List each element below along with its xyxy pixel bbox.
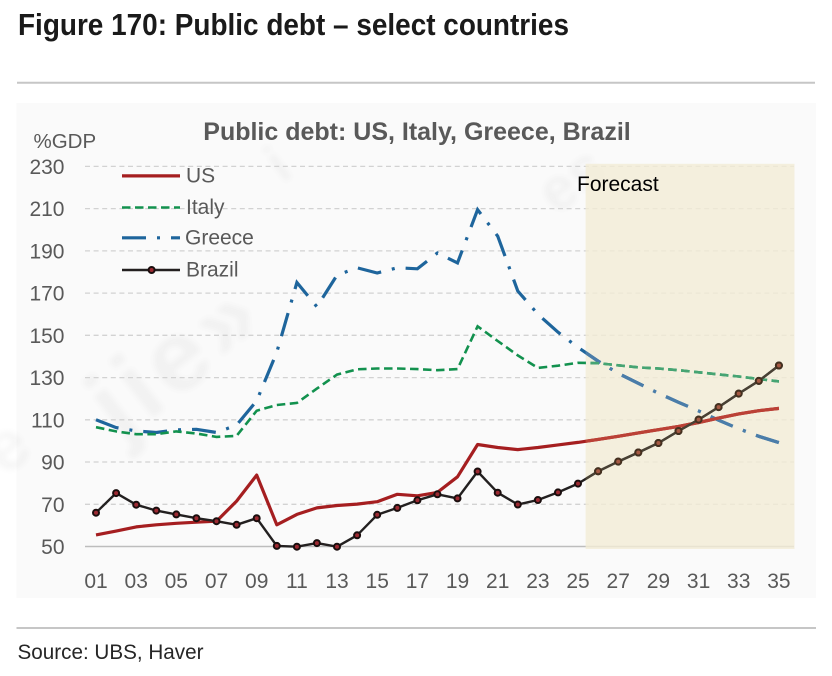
svg-text:230: 230 xyxy=(29,156,64,179)
svg-text:Figure 170: Public debt – sele: Figure 170: Public debt – select countri… xyxy=(18,7,569,42)
svg-text:21: 21 xyxy=(486,570,509,593)
svg-text:07: 07 xyxy=(205,570,228,593)
svg-text:Italy: Italy xyxy=(186,196,225,219)
svg-text:Forecast: Forecast xyxy=(577,173,659,196)
svg-text:19: 19 xyxy=(446,570,469,593)
svg-text:150: 150 xyxy=(29,325,64,348)
svg-text:70: 70 xyxy=(41,494,64,517)
svg-text:190: 190 xyxy=(29,241,64,264)
svg-text:Public debt: US, Italy, Greece: Public debt: US, Italy, Greece, Brazil xyxy=(203,118,630,146)
svg-text:Greece: Greece xyxy=(185,227,254,250)
svg-text:Brazil: Brazil xyxy=(186,259,239,282)
svg-text:25: 25 xyxy=(566,570,589,593)
svg-text:170: 170 xyxy=(29,283,64,306)
svg-text:09: 09 xyxy=(245,570,268,593)
svg-text:US: US xyxy=(186,164,215,187)
svg-text:29: 29 xyxy=(647,570,670,593)
svg-text:01: 01 xyxy=(84,570,107,593)
svg-text:05: 05 xyxy=(165,570,188,593)
svg-text:15: 15 xyxy=(366,570,389,593)
svg-text:50: 50 xyxy=(41,536,64,559)
svg-text:33: 33 xyxy=(727,570,750,593)
svg-text:17: 17 xyxy=(406,570,429,593)
svg-text:130: 130 xyxy=(29,367,64,390)
svg-text:31: 31 xyxy=(687,570,710,593)
svg-text:Source: UBS, Haver: Source: UBS, Haver xyxy=(18,641,204,664)
svg-text:210: 210 xyxy=(29,198,64,221)
svg-text:110: 110 xyxy=(31,409,64,432)
svg-text:27: 27 xyxy=(607,570,630,593)
svg-text:23: 23 xyxy=(526,570,549,593)
svg-text:11: 11 xyxy=(286,570,308,593)
svg-text:13: 13 xyxy=(325,570,348,593)
svg-text:%GDP: %GDP xyxy=(34,130,97,153)
svg-text:90: 90 xyxy=(41,452,64,475)
svg-text:03: 03 xyxy=(125,570,148,593)
svg-text:35: 35 xyxy=(767,570,790,593)
